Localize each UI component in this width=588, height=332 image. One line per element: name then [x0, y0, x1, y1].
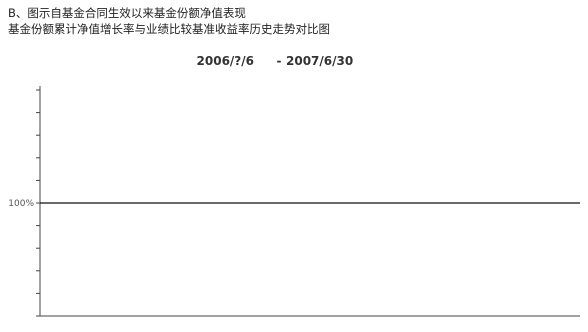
y-tick-label: 100% — [8, 199, 34, 209]
chart-subtitle-dash: - — [277, 54, 282, 68]
chart-subtitle-from: 2006/?/6 — [197, 54, 254, 68]
header-line-2: 基金份额累计净值增长率与业绩比较基准收益率历史走势对比图 — [8, 22, 330, 36]
y-axis: 100% — [8, 86, 580, 317]
chart-subtitle-to: 2007/6/30 — [286, 54, 353, 68]
header-line-1: B、图示自基金合同生效以来基金份额净值表现 — [8, 6, 246, 20]
